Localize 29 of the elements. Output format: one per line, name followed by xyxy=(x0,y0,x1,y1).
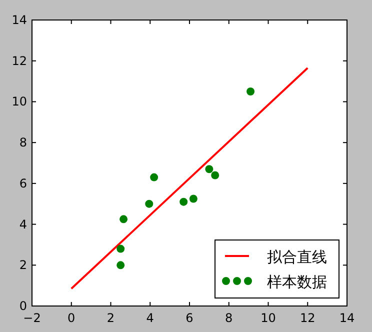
x-tick-label: 6 xyxy=(186,311,194,325)
y-tick-label: 4 xyxy=(19,217,27,232)
x-tick-label: 4 xyxy=(146,311,154,325)
y-tick-label: 6 xyxy=(19,176,27,190)
x-tick-label: 8 xyxy=(225,311,233,325)
point xyxy=(116,261,125,270)
x-tick-label: −2 xyxy=(23,311,41,325)
x-tick-label: 14 xyxy=(339,311,355,325)
point xyxy=(120,215,128,224)
y-tick-label: 8 xyxy=(19,136,27,150)
point xyxy=(211,171,220,180)
x-tick-label: 2 xyxy=(106,311,115,325)
point xyxy=(205,165,214,174)
y-tick-label: 14 xyxy=(12,13,27,27)
legend-label: 样本数据 xyxy=(267,273,327,291)
y-tick-label: 2 xyxy=(19,258,27,272)
point xyxy=(116,244,125,253)
point xyxy=(150,173,158,182)
point xyxy=(189,194,198,203)
x-tick-label: 12 xyxy=(300,311,316,325)
legend-label: 拟合直线 xyxy=(267,248,327,266)
point xyxy=(246,88,255,96)
y-tick-label: 0 xyxy=(19,299,27,313)
y-tick-label: 12 xyxy=(12,54,27,68)
x-tick-label: 10 xyxy=(260,311,276,325)
x-tick-label: 0 xyxy=(68,311,76,325)
y-tick-label: 10 xyxy=(12,94,27,109)
point xyxy=(180,198,188,206)
point xyxy=(145,200,154,208)
